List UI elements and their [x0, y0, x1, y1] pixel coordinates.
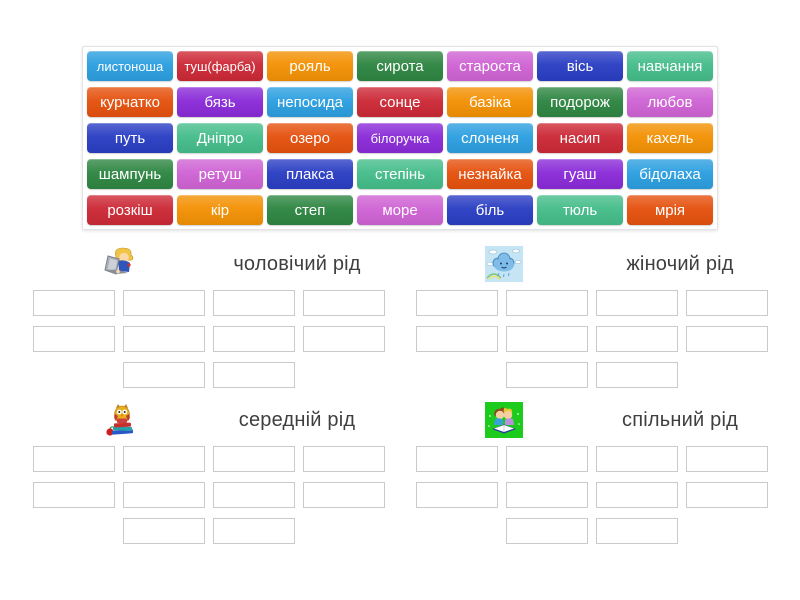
word-tile[interactable]: шампунь	[87, 159, 173, 189]
answer-slot[interactable]	[506, 518, 588, 544]
word-tile[interactable]: туш(фарба)	[177, 51, 263, 81]
cloud-icon	[485, 246, 523, 282]
word-tile[interactable]: кір	[177, 195, 263, 225]
boy-laptop-icon	[104, 247, 134, 275]
answer-slot[interactable]	[596, 446, 678, 472]
word-tile[interactable]: тюль	[537, 195, 623, 225]
answer-slot[interactable]	[213, 362, 295, 388]
answer-slot[interactable]	[596, 482, 678, 508]
word-tile[interactable]: білоручка	[357, 123, 443, 153]
group-feminine-title: жіночий рід	[626, 252, 734, 275]
answer-slot[interactable]	[506, 362, 588, 388]
answer-slot[interactable]	[303, 290, 385, 316]
answer-slot[interactable]	[416, 326, 498, 352]
answer-slot[interactable]	[123, 518, 205, 544]
word-tile[interactable]: слоненя	[447, 123, 533, 153]
group-neuter: середній рід	[33, 400, 385, 544]
word-tile[interactable]: озеро	[267, 123, 353, 153]
word-tile[interactable]: рояль	[267, 51, 353, 81]
word-tile[interactable]: непосида	[267, 87, 353, 117]
word-tile[interactable]: базіка	[447, 87, 533, 117]
answer-slot[interactable]	[213, 446, 295, 472]
word-tile[interactable]: любов	[627, 87, 713, 117]
group-common-header: спільний рід	[416, 400, 768, 440]
answer-slot[interactable]	[596, 518, 678, 544]
answer-slot[interactable]	[686, 482, 768, 508]
answer-slot[interactable]	[303, 326, 385, 352]
word-tile[interactable]: степ	[267, 195, 353, 225]
word-tile[interactable]: незнайка	[447, 159, 533, 189]
word-tile[interactable]: ретуш	[177, 159, 263, 189]
group-masculine-header: чоловічий рід	[33, 244, 385, 284]
answer-slot[interactable]	[416, 446, 498, 472]
group-common: спільний рід	[416, 400, 768, 544]
word-tile[interactable]: путь	[87, 123, 173, 153]
word-tile[interactable]: листоноша	[87, 51, 173, 81]
word-bank: листоноша туш(фарба) рояль сирота староста ві…	[82, 46, 718, 230]
answer-slot[interactable]	[303, 446, 385, 472]
group-neuter-title: середній рід	[238, 408, 356, 431]
word-tile[interactable]: насип	[537, 123, 623, 153]
answer-slot[interactable]	[416, 482, 498, 508]
answer-slot[interactable]	[33, 290, 115, 316]
group-masculine-title: чоловічий рід	[233, 252, 361, 275]
answer-slot[interactable]	[123, 446, 205, 472]
answer-slot[interactable]	[123, 362, 205, 388]
word-tile[interactable]: Дніпро	[177, 123, 263, 153]
group-masculine-slots	[33, 290, 385, 388]
group-feminine: жіночий рід	[416, 244, 768, 388]
word-tile[interactable]: степінь	[357, 159, 443, 189]
word-tile[interactable]: подорож	[537, 87, 623, 117]
answer-slot[interactable]	[213, 518, 295, 544]
answer-slot[interactable]	[686, 326, 768, 352]
group-common-title: спільний рід	[622, 408, 738, 431]
word-tile[interactable]: гуаш	[537, 159, 623, 189]
word-tile[interactable]: навчання	[627, 51, 713, 81]
word-tile[interactable]: плакса	[267, 159, 353, 189]
word-tile[interactable]: бідолаха	[627, 159, 713, 189]
word-tile[interactable]: біль	[447, 195, 533, 225]
answer-slot[interactable]	[686, 290, 768, 316]
answer-slot[interactable]	[506, 290, 588, 316]
answer-slot[interactable]	[416, 290, 498, 316]
answer-slot[interactable]	[686, 446, 768, 472]
word-tile[interactable]: вісь	[537, 51, 623, 81]
answer-slot[interactable]	[213, 326, 295, 352]
answer-slot[interactable]	[596, 290, 678, 316]
answer-slot[interactable]	[33, 482, 115, 508]
group-masculine: чоловічий рід	[33, 244, 385, 388]
answer-slot[interactable]	[506, 482, 588, 508]
answer-slot[interactable]	[596, 326, 678, 352]
word-tile[interactable]: курчатко	[87, 87, 173, 117]
word-tile[interactable]: сирота	[357, 51, 443, 81]
group-feminine-header: жіночий рід	[416, 244, 768, 284]
answer-slot[interactable]	[33, 326, 115, 352]
group-neuter-slots	[33, 446, 385, 544]
kids-book-icon	[485, 402, 523, 438]
group-common-slots	[416, 446, 768, 544]
answer-slot[interactable]	[123, 326, 205, 352]
word-tile[interactable]: сонце	[357, 87, 443, 117]
owl-books-icon	[106, 404, 134, 436]
answer-slot[interactable]	[506, 446, 588, 472]
answer-slot[interactable]	[213, 290, 295, 316]
group-feminine-slots	[416, 290, 768, 388]
answer-slot[interactable]	[33, 446, 115, 472]
group-neuter-header: середній рід	[33, 400, 385, 440]
answer-slot[interactable]	[303, 482, 385, 508]
word-tile[interactable]: мрія	[627, 195, 713, 225]
word-tile[interactable]: розкіш	[87, 195, 173, 225]
word-tile[interactable]: бязь	[177, 87, 263, 117]
answer-slot[interactable]	[123, 290, 205, 316]
answer-slot[interactable]	[506, 326, 588, 352]
word-tile[interactable]: кахель	[627, 123, 713, 153]
answer-slot[interactable]	[213, 482, 295, 508]
answer-slot[interactable]	[123, 482, 205, 508]
answer-slot[interactable]	[596, 362, 678, 388]
word-tile[interactable]: море	[357, 195, 443, 225]
word-tile[interactable]: староста	[447, 51, 533, 81]
